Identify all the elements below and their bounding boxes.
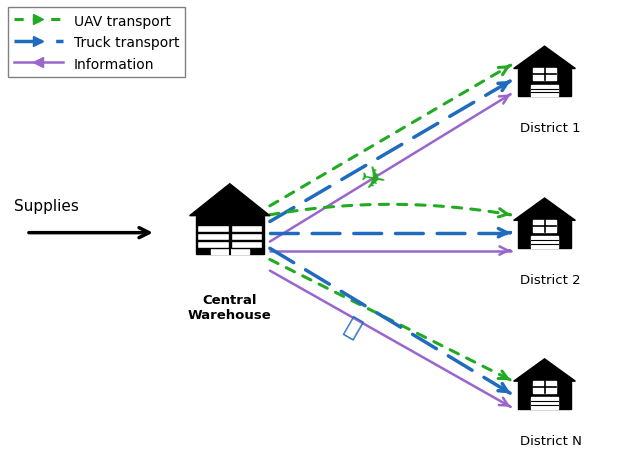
FancyBboxPatch shape [197,242,229,249]
Text: District N: District N [520,434,582,446]
Legend: UAV transport, Truck transport, Information: UAV transport, Truck transport, Informat… [8,8,185,78]
Polygon shape [518,221,571,249]
Text: 🚚: 🚚 [341,313,366,341]
Text: District 2: District 2 [520,273,581,286]
Polygon shape [190,184,270,216]
Polygon shape [531,85,557,97]
FancyBboxPatch shape [231,242,262,249]
Polygon shape [531,237,557,249]
Text: ✈: ✈ [356,163,387,196]
Polygon shape [518,69,571,97]
Polygon shape [514,359,575,382]
Polygon shape [533,69,556,81]
Polygon shape [531,397,557,409]
Text: Central
Warehouse: Central Warehouse [188,293,272,321]
Polygon shape [514,47,575,69]
Polygon shape [533,221,556,233]
FancyBboxPatch shape [231,234,262,241]
Polygon shape [518,382,571,409]
Text: Supplies: Supplies [14,198,79,213]
FancyBboxPatch shape [197,234,229,241]
Text: District 1: District 1 [520,122,581,135]
Polygon shape [196,216,264,255]
Polygon shape [514,198,575,221]
Polygon shape [533,381,556,393]
Polygon shape [211,233,249,255]
FancyBboxPatch shape [197,226,229,233]
FancyBboxPatch shape [231,226,262,233]
